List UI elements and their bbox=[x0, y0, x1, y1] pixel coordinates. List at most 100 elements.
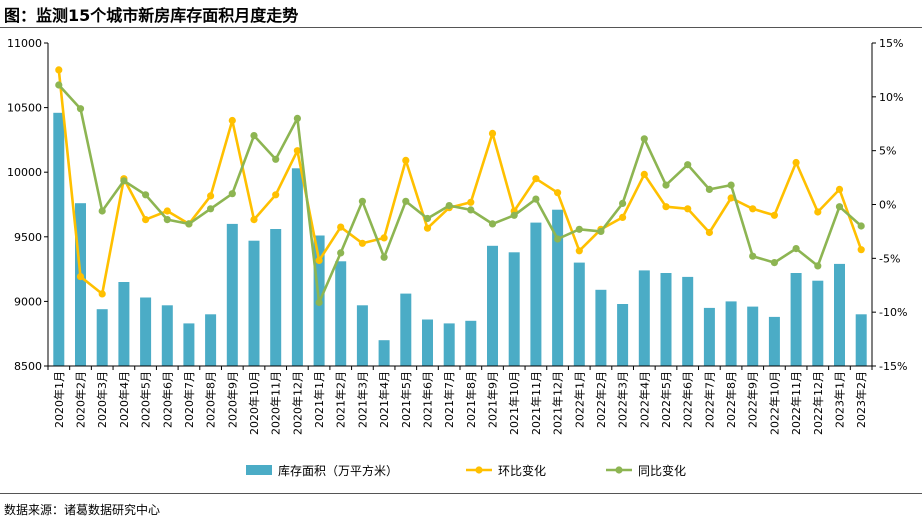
x-tick-label: 2021年2月 bbox=[334, 371, 348, 428]
x-tick-label: 2021年1月 bbox=[312, 371, 326, 428]
bar bbox=[595, 289, 607, 366]
yoy-point bbox=[488, 220, 497, 228]
x-tick-label: 2022年10月 bbox=[767, 371, 781, 435]
bar bbox=[573, 262, 585, 366]
x-tick-label: 2020年5月 bbox=[139, 371, 153, 428]
x-tick-label: 2022年8月 bbox=[724, 371, 738, 428]
mom-point bbox=[55, 66, 63, 74]
bar bbox=[855, 314, 867, 366]
yoy-point bbox=[662, 181, 670, 189]
yoy-point bbox=[532, 195, 540, 203]
legend-bar-label: 库存面积（万平方米） bbox=[278, 463, 398, 478]
yoy-point bbox=[293, 114, 301, 122]
x-tick-label: 2020年7月 bbox=[182, 371, 196, 428]
x-tick-label: 2021年10月 bbox=[507, 371, 521, 435]
y-right-tick-label: 15% bbox=[879, 37, 903, 50]
x-tick-label: 2021年5月 bbox=[399, 371, 413, 428]
yoy-point bbox=[402, 197, 410, 205]
x-tick-label: 2021年11月 bbox=[529, 371, 543, 435]
footer-divider bbox=[0, 493, 922, 494]
bar bbox=[508, 252, 520, 366]
bar bbox=[812, 280, 824, 366]
mom-point bbox=[293, 147, 301, 155]
yoy-point bbox=[857, 222, 865, 230]
bar bbox=[96, 309, 108, 366]
bar bbox=[443, 323, 455, 366]
x-tick-label: 2021年4月 bbox=[377, 371, 391, 428]
x-tick-label: 2020年12月 bbox=[290, 371, 304, 435]
bar bbox=[53, 112, 65, 366]
yoy-point bbox=[185, 220, 193, 228]
legend-yoy-label: 同比变化 bbox=[638, 463, 686, 478]
bar bbox=[140, 297, 152, 366]
bar bbox=[747, 306, 759, 366]
yoy-point bbox=[554, 235, 562, 243]
bar bbox=[248, 240, 260, 366]
x-tick-label: 2021年8月 bbox=[464, 371, 478, 428]
chart-canvas: 8500 9000 9500 10000 10500 11000 -15% -10% -5% 0%… bbox=[7, 37, 907, 478]
y-left-tick-label: 10000 bbox=[7, 166, 42, 179]
yoy-point bbox=[619, 199, 627, 207]
y-left-tick-label: 10500 bbox=[7, 102, 42, 115]
yoy-point bbox=[575, 225, 583, 233]
yoy-point bbox=[597, 227, 605, 235]
x-tick-label: 2022年12月 bbox=[811, 371, 825, 435]
bar bbox=[161, 305, 173, 366]
yoy-point bbox=[120, 177, 128, 185]
bar bbox=[660, 273, 672, 366]
yoy-point bbox=[467, 206, 475, 214]
yoy-point bbox=[705, 185, 714, 193]
y-left-tick-label: 9500 bbox=[14, 231, 42, 244]
yoy-point bbox=[55, 81, 63, 89]
mom-point bbox=[705, 228, 714, 237]
x-tick-label: 2020年8月 bbox=[204, 371, 218, 428]
yoy-point bbox=[228, 190, 236, 198]
mom-point bbox=[76, 273, 85, 281]
y-right-tick-label: -10% bbox=[879, 306, 907, 319]
axes: 8500 9000 9500 10000 10500 11000 -15% -10% -5% 0%… bbox=[7, 37, 907, 435]
chart-title: 图：监测15个城市新房库存面积月度走势 bbox=[4, 6, 299, 25]
x-tick-label: 2022年7月 bbox=[702, 371, 716, 428]
y-right-tick-label: 5% bbox=[879, 145, 896, 158]
bar bbox=[226, 223, 238, 366]
yoy-point bbox=[749, 252, 757, 260]
bar bbox=[487, 245, 498, 366]
bar bbox=[790, 273, 802, 366]
x-tick-label: 2022年9月 bbox=[746, 371, 760, 428]
yoy-point bbox=[510, 211, 518, 219]
mom-point bbox=[619, 213, 627, 221]
bar bbox=[335, 261, 347, 366]
x-tick-label: 2021年12月 bbox=[551, 371, 565, 435]
x-tick-label: 2023年2月 bbox=[854, 371, 868, 428]
y-left-tick-label: 11000 bbox=[7, 37, 42, 50]
legend-bar-swatch bbox=[246, 465, 272, 475]
yoy-point bbox=[835, 203, 844, 211]
mom-point bbox=[142, 216, 150, 224]
yoy-point bbox=[380, 253, 388, 261]
y-left-tick-label: 8500 bbox=[14, 360, 42, 373]
x-tick-label: 2023年1月 bbox=[833, 371, 847, 428]
mom-point bbox=[337, 223, 345, 231]
yoy-point bbox=[814, 262, 822, 270]
bar bbox=[703, 307, 715, 366]
x-tick-label: 2020年2月 bbox=[74, 371, 88, 428]
mom-point bbox=[727, 194, 735, 202]
bar bbox=[422, 319, 433, 366]
yoy-point bbox=[207, 205, 215, 213]
yoy-point bbox=[163, 216, 171, 224]
bar bbox=[205, 314, 217, 366]
x-tick-label: 2022年11月 bbox=[789, 371, 803, 435]
bar bbox=[183, 323, 195, 366]
mom-point bbox=[380, 234, 388, 242]
bar bbox=[552, 209, 564, 366]
mom-point bbox=[163, 207, 171, 215]
mom-point bbox=[207, 192, 215, 200]
yoy-line bbox=[57, 84, 863, 304]
y-right-tick-label: 10% bbox=[879, 91, 903, 104]
bar bbox=[118, 282, 130, 366]
x-tick-label: 2020年11月 bbox=[269, 371, 283, 435]
data-source: 数据来源：诸葛数据研究中心 bbox=[4, 503, 161, 517]
bar bbox=[465, 320, 477, 366]
bar bbox=[400, 293, 412, 366]
mom-point bbox=[554, 189, 562, 197]
